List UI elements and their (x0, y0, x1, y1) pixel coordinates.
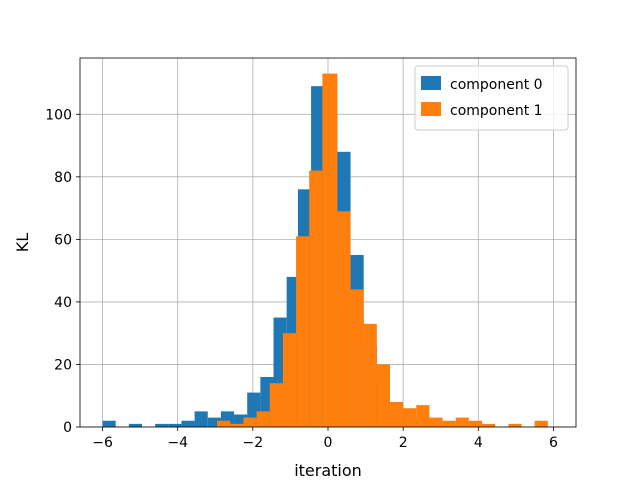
histogram-bar (376, 364, 390, 427)
legend-label: component 0 (450, 77, 543, 93)
histogram-bar (534, 420, 548, 427)
histogram-bar (181, 420, 195, 427)
x-tick-label: 2 (399, 435, 408, 451)
histogram-bar (429, 417, 443, 427)
y-tick-label: 100 (45, 107, 72, 123)
histogram-bar (269, 383, 283, 427)
legend-swatch (421, 102, 441, 116)
histogram-bar (207, 417, 221, 427)
y-tick-label: 80 (54, 170, 72, 186)
histogram-bar (337, 211, 351, 427)
histogram-bar (403, 408, 417, 427)
x-tick-label: −6 (92, 435, 113, 451)
histogram-bar (282, 333, 297, 427)
histogram-bar (350, 289, 364, 427)
histogram-bar (442, 420, 456, 427)
histogram-bar (230, 423, 244, 427)
histogram-bar (102, 420, 116, 427)
histogram-bar (128, 423, 142, 427)
y-tick-label: 0 (63, 420, 72, 436)
y-axis-label: KL (13, 233, 32, 252)
histogram-bar (309, 170, 323, 427)
legend: component 0 component 1 (414, 65, 569, 131)
histogram-bar (168, 423, 182, 427)
legend-label: component 1 (450, 103, 543, 119)
histogram-bar (155, 423, 169, 427)
x-tick-label: 4 (474, 435, 483, 451)
histogram-bar (194, 411, 208, 427)
histogram-bar (256, 411, 270, 427)
x-tick-label: −2 (243, 435, 264, 451)
histogram-bar (217, 420, 231, 427)
x-axis-label: iteration (294, 461, 362, 480)
y-tick-label: 40 (54, 295, 72, 311)
y-tick-label: 20 (54, 357, 72, 373)
y-tick-label: 60 (54, 232, 72, 248)
histogram-bar (322, 73, 338, 427)
histogram-bar (508, 423, 522, 427)
histogram-bar (390, 401, 404, 427)
histogram-bar (455, 417, 469, 427)
histogram-bar (482, 423, 496, 427)
histogram-bar (416, 405, 430, 427)
histogram-bar (363, 323, 377, 427)
histogram-bar (468, 420, 483, 427)
x-tick-label: 0 (324, 435, 333, 451)
legend-swatch (421, 76, 441, 90)
histogram-bar (296, 236, 310, 427)
histogram-bars (102, 73, 548, 428)
histogram-bar (243, 417, 257, 427)
series-1-bars (217, 73, 548, 427)
x-tick-label: −4 (167, 435, 188, 451)
x-tick-label: 6 (549, 435, 558, 451)
legend-box (414, 65, 569, 131)
